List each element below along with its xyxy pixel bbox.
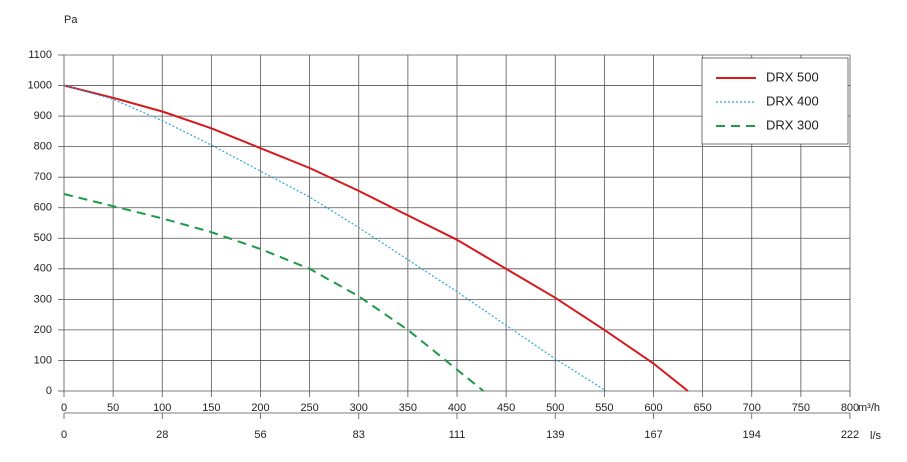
y-tick-label: 0 bbox=[46, 385, 52, 397]
x2-tick-label: 0 bbox=[61, 429, 67, 441]
x2-tick-label: 28 bbox=[156, 429, 168, 441]
x-tick-label: 550 bbox=[595, 402, 613, 414]
y-tick-label: 700 bbox=[34, 171, 52, 183]
x-tick-label: 600 bbox=[644, 402, 662, 414]
y-axis-label: Pa bbox=[64, 14, 78, 26]
y-tick-label: 1100 bbox=[28, 49, 52, 61]
y-tick-label: 800 bbox=[34, 141, 52, 153]
x2-axis-label: l/s bbox=[870, 430, 882, 442]
x2-tick-label: 56 bbox=[254, 429, 266, 441]
x-tick-label: 350 bbox=[399, 402, 417, 414]
y-tick-label: 400 bbox=[34, 263, 52, 275]
x-tick-label: 250 bbox=[300, 402, 318, 414]
x2-tick-label: 194 bbox=[743, 429, 761, 441]
x-tick-label: 150 bbox=[202, 402, 220, 414]
x-tick-label: 800 bbox=[841, 402, 859, 414]
series-line bbox=[63, 84, 689, 392]
x-tick-label: 700 bbox=[743, 402, 761, 414]
legend-box bbox=[701, 57, 849, 145]
x-axis-label: m³/h bbox=[858, 402, 880, 414]
x2-tick-label: 139 bbox=[546, 429, 564, 441]
x2-tick-label: 111 bbox=[449, 429, 466, 441]
x-tick-label: 500 bbox=[546, 402, 564, 414]
x2-tick-label: 83 bbox=[353, 429, 365, 441]
y-tick-label: 100 bbox=[34, 354, 52, 366]
x-tick-label: 0 bbox=[61, 402, 67, 414]
y-tick-label: 200 bbox=[34, 324, 52, 336]
x2-tick-label: 222 bbox=[841, 429, 859, 441]
x-tick-label: 200 bbox=[251, 402, 269, 414]
x-tick-label: 50 bbox=[107, 402, 119, 414]
x-tick-label: 450 bbox=[497, 402, 515, 414]
series-line bbox=[63, 193, 485, 392]
y-tick-label: 500 bbox=[34, 232, 52, 244]
legend-label: DRX 300 bbox=[766, 117, 819, 132]
y-tick-label: 1000 bbox=[28, 79, 52, 91]
y-tick-label: 300 bbox=[34, 293, 52, 305]
legend-label: DRX 400 bbox=[766, 93, 819, 108]
x-tick-label: 400 bbox=[448, 402, 466, 414]
x-tick-label: 750 bbox=[792, 402, 810, 414]
legend-label: DRX 500 bbox=[766, 69, 819, 84]
x-tick-label: 100 bbox=[153, 402, 171, 414]
x-tick-label: 650 bbox=[693, 402, 711, 414]
x2-tick-label: 167 bbox=[644, 429, 662, 441]
y-tick-label: 600 bbox=[34, 202, 52, 214]
y-tick-label: 900 bbox=[34, 110, 52, 122]
x-tick-label: 300 bbox=[350, 402, 368, 414]
